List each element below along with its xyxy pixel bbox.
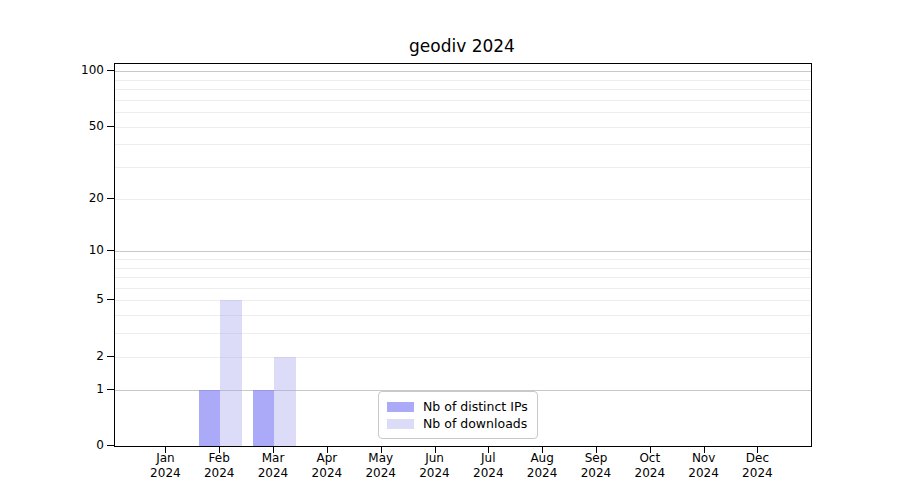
legend-label-distinct-ips: Nb of distinct IPs (423, 398, 528, 415)
x-tick-label: May 2024 (351, 451, 411, 481)
y-tick (107, 299, 114, 300)
legend-item-downloads: Nb of downloads (387, 415, 528, 432)
bar-distinct-ips (199, 390, 221, 446)
x-tick-label: Oct 2024 (620, 451, 680, 481)
y-tick-label: 1 (56, 381, 104, 397)
legend-swatch-distinct-ips (387, 402, 414, 412)
y-tick (107, 356, 114, 357)
x-tick-label: Feb 2024 (189, 451, 249, 481)
y-tick-label: 100 (56, 62, 104, 78)
y-tick-label: 20 (56, 190, 104, 206)
y-tick (107, 445, 114, 446)
legend-label-downloads: Nb of downloads (423, 415, 527, 432)
chart-figure: geodiv 2024 Nb of distinct IPs Nb of dow… (0, 0, 900, 500)
y-tick-label: 10 (56, 242, 104, 258)
legend-swatch-downloads (387, 419, 414, 429)
y-tick-label: 0 (56, 437, 104, 453)
y-tick (107, 389, 114, 390)
bar-distinct-ips (253, 390, 275, 446)
y-tick-label: 2 (56, 348, 104, 364)
plot-area: Nb of distinct IPs Nb of downloads (114, 63, 812, 447)
x-tick-label: Nov 2024 (674, 451, 734, 481)
x-tick-label: Mar 2024 (243, 451, 303, 481)
y-tick (107, 198, 114, 199)
x-tick-label: Sep 2024 (566, 451, 626, 481)
x-tick-label: Jun 2024 (405, 451, 465, 481)
y-tick (107, 70, 114, 71)
x-tick-label: Jan 2024 (135, 451, 195, 481)
chart-title: geodiv 2024 (114, 36, 810, 56)
legend-item-distinct-ips: Nb of distinct IPs (387, 398, 528, 415)
bar-downloads (274, 357, 296, 446)
y-tick (107, 126, 114, 127)
x-tick-label: Aug 2024 (512, 451, 572, 481)
y-tick (107, 250, 114, 251)
legend: Nb of distinct IPs Nb of downloads (378, 391, 538, 439)
x-tick-label: Dec 2024 (727, 451, 787, 481)
x-tick-label: Jul 2024 (458, 451, 518, 481)
bar-layer (115, 64, 811, 446)
y-tick-label: 50 (56, 118, 104, 134)
x-tick-label: Apr 2024 (297, 451, 357, 481)
bar-downloads (220, 300, 242, 446)
y-tick-label: 5 (56, 291, 104, 307)
